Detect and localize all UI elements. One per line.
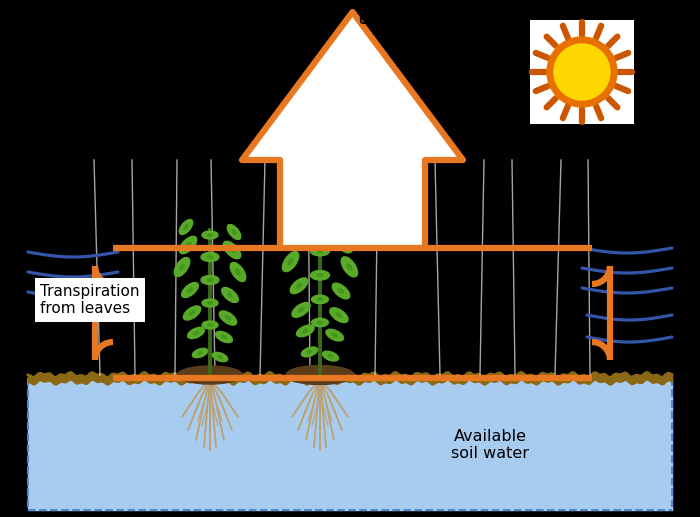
Ellipse shape <box>332 283 350 299</box>
Ellipse shape <box>190 311 195 315</box>
Ellipse shape <box>228 224 241 239</box>
Ellipse shape <box>294 236 300 241</box>
Ellipse shape <box>338 288 344 293</box>
Ellipse shape <box>330 308 348 323</box>
Ellipse shape <box>336 313 342 317</box>
Polygon shape <box>242 12 463 248</box>
Ellipse shape <box>312 224 328 232</box>
Ellipse shape <box>302 347 318 357</box>
Ellipse shape <box>298 308 304 312</box>
Ellipse shape <box>288 230 306 248</box>
Ellipse shape <box>342 257 358 277</box>
Text: transp: transp <box>358 8 424 28</box>
Ellipse shape <box>225 316 230 320</box>
Ellipse shape <box>297 325 314 337</box>
Ellipse shape <box>201 252 219 262</box>
Ellipse shape <box>222 287 238 302</box>
Ellipse shape <box>318 321 323 324</box>
Ellipse shape <box>317 250 323 252</box>
Ellipse shape <box>311 247 330 256</box>
Ellipse shape <box>182 282 198 297</box>
Ellipse shape <box>202 231 218 239</box>
Ellipse shape <box>236 269 240 275</box>
Ellipse shape <box>293 217 297 222</box>
Ellipse shape <box>216 331 232 343</box>
Ellipse shape <box>201 276 219 284</box>
Ellipse shape <box>332 333 337 337</box>
Ellipse shape <box>340 241 346 247</box>
Ellipse shape <box>283 252 299 271</box>
Ellipse shape <box>318 298 323 301</box>
Ellipse shape <box>232 230 236 234</box>
Ellipse shape <box>188 327 204 339</box>
FancyBboxPatch shape <box>530 20 634 124</box>
Ellipse shape <box>288 258 293 265</box>
Text: Transpiration
from leaves: Transpiration from leaves <box>40 284 139 316</box>
Ellipse shape <box>347 264 352 270</box>
Ellipse shape <box>207 279 213 281</box>
Ellipse shape <box>326 329 344 341</box>
Ellipse shape <box>338 217 352 233</box>
Ellipse shape <box>179 236 197 254</box>
Ellipse shape <box>312 295 328 303</box>
Ellipse shape <box>286 366 354 385</box>
Ellipse shape <box>207 255 213 258</box>
Text: Transpiration: Transpiration <box>40 285 160 300</box>
Ellipse shape <box>212 353 228 362</box>
Ellipse shape <box>223 241 241 258</box>
Ellipse shape <box>334 235 352 253</box>
Ellipse shape <box>328 355 333 358</box>
Ellipse shape <box>318 227 323 229</box>
Ellipse shape <box>193 348 208 358</box>
Ellipse shape <box>208 302 212 304</box>
Ellipse shape <box>317 274 323 277</box>
Ellipse shape <box>230 248 235 253</box>
Text: Available
soil water: Available soil water <box>451 429 529 461</box>
Ellipse shape <box>208 324 212 326</box>
Ellipse shape <box>202 299 218 307</box>
Ellipse shape <box>288 212 302 227</box>
Ellipse shape <box>302 329 308 332</box>
Ellipse shape <box>178 366 242 384</box>
Ellipse shape <box>221 336 227 339</box>
Ellipse shape <box>197 352 202 354</box>
Ellipse shape <box>228 293 232 297</box>
Ellipse shape <box>323 351 339 361</box>
Ellipse shape <box>186 242 190 248</box>
Ellipse shape <box>188 288 193 292</box>
Ellipse shape <box>311 270 330 280</box>
Ellipse shape <box>179 220 193 235</box>
Circle shape <box>547 37 617 107</box>
Ellipse shape <box>219 311 237 325</box>
Ellipse shape <box>230 263 246 282</box>
Ellipse shape <box>202 321 218 329</box>
Ellipse shape <box>180 264 184 270</box>
Ellipse shape <box>218 356 223 358</box>
Ellipse shape <box>208 234 212 236</box>
Ellipse shape <box>184 225 188 229</box>
Ellipse shape <box>292 302 310 317</box>
Ellipse shape <box>307 351 312 353</box>
Circle shape <box>554 44 610 100</box>
Ellipse shape <box>183 306 201 320</box>
Ellipse shape <box>174 257 190 277</box>
Ellipse shape <box>343 222 347 227</box>
Ellipse shape <box>290 278 308 294</box>
Ellipse shape <box>193 331 199 334</box>
Ellipse shape <box>296 283 302 288</box>
Ellipse shape <box>312 318 328 327</box>
